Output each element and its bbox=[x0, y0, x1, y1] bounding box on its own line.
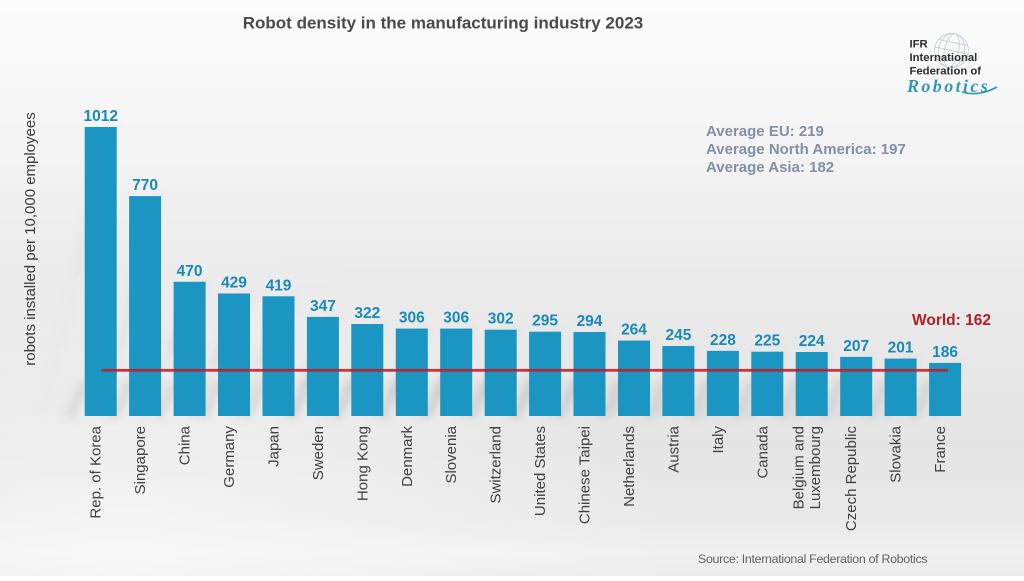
svg-text:Luxembourg: Luxembourg bbox=[807, 426, 824, 509]
svg-text:Slovenia: Slovenia bbox=[443, 425, 460, 483]
svg-text:302: 302 bbox=[488, 311, 514, 328]
svg-text:Average EU: 219: Average EU: 219 bbox=[706, 123, 824, 140]
svg-text:322: 322 bbox=[354, 305, 380, 322]
svg-text:224: 224 bbox=[799, 333, 825, 350]
svg-text:Belgium and: Belgium and bbox=[791, 426, 808, 509]
svg-text:Average Asia: 182: Average Asia: 182 bbox=[706, 159, 834, 176]
svg-text:429: 429 bbox=[221, 275, 247, 292]
svg-text:Robot density in the manufactu: Robot density in the manufacturing indus… bbox=[243, 14, 644, 33]
svg-text:International: International bbox=[910, 52, 978, 64]
svg-text:1012: 1012 bbox=[83, 108, 117, 125]
svg-text:Robotics: Robotics bbox=[906, 76, 990, 96]
svg-text:Japan: Japan bbox=[266, 426, 283, 467]
svg-text:Sweden: Sweden bbox=[310, 426, 327, 480]
svg-text:186: 186 bbox=[932, 344, 958, 361]
svg-text:245: 245 bbox=[665, 327, 691, 344]
svg-text:Austria: Austria bbox=[665, 425, 682, 472]
svg-text:United States: United States bbox=[532, 426, 549, 516]
svg-text:Singapore: Singapore bbox=[132, 426, 149, 494]
svg-text:Rep. of Korea: Rep. of Korea bbox=[88, 425, 105, 518]
svg-text:Switzerland: Switzerland bbox=[488, 426, 505, 504]
svg-text:264: 264 bbox=[621, 322, 647, 339]
svg-text:France: France bbox=[932, 426, 949, 473]
svg-text:295: 295 bbox=[532, 313, 558, 330]
svg-text:Canada: Canada bbox=[754, 425, 771, 478]
svg-text:China: China bbox=[177, 425, 194, 465]
svg-text:Chinese Taipei: Chinese Taipei bbox=[577, 426, 594, 524]
svg-text:Hong Kong: Hong Kong bbox=[354, 426, 371, 501]
svg-text:robots installed per 10,000 em: robots installed per 10,000 employees bbox=[22, 112, 39, 366]
svg-text:Average North America: 197: Average North America: 197 bbox=[706, 141, 906, 158]
svg-text:228: 228 bbox=[710, 332, 736, 349]
svg-text:Source: International Federati: Source: International Federation of Robo… bbox=[698, 552, 927, 566]
svg-text:294: 294 bbox=[577, 313, 603, 330]
svg-text:306: 306 bbox=[443, 310, 469, 327]
svg-text:IFR: IFR bbox=[910, 39, 928, 51]
svg-text:World: 162: World: 162 bbox=[912, 312, 991, 329]
svg-text:Czech Republic: Czech Republic bbox=[843, 426, 860, 532]
svg-text:347: 347 bbox=[310, 298, 336, 315]
svg-text:770: 770 bbox=[132, 177, 158, 194]
svg-text:Netherlands: Netherlands bbox=[621, 426, 638, 507]
svg-text:419: 419 bbox=[266, 277, 292, 294]
svg-text:Denmark: Denmark bbox=[399, 426, 416, 487]
svg-text:470: 470 bbox=[177, 263, 203, 280]
svg-text:Germany: Germany bbox=[221, 426, 238, 488]
svg-text:225: 225 bbox=[754, 333, 780, 350]
svg-text:Slovakia: Slovakia bbox=[888, 425, 905, 482]
svg-text:207: 207 bbox=[843, 338, 869, 355]
svg-text:201: 201 bbox=[888, 340, 914, 357]
svg-text:306: 306 bbox=[399, 310, 425, 327]
svg-text:Federation of: Federation of bbox=[910, 66, 982, 78]
svg-text:Italy: Italy bbox=[710, 426, 727, 454]
